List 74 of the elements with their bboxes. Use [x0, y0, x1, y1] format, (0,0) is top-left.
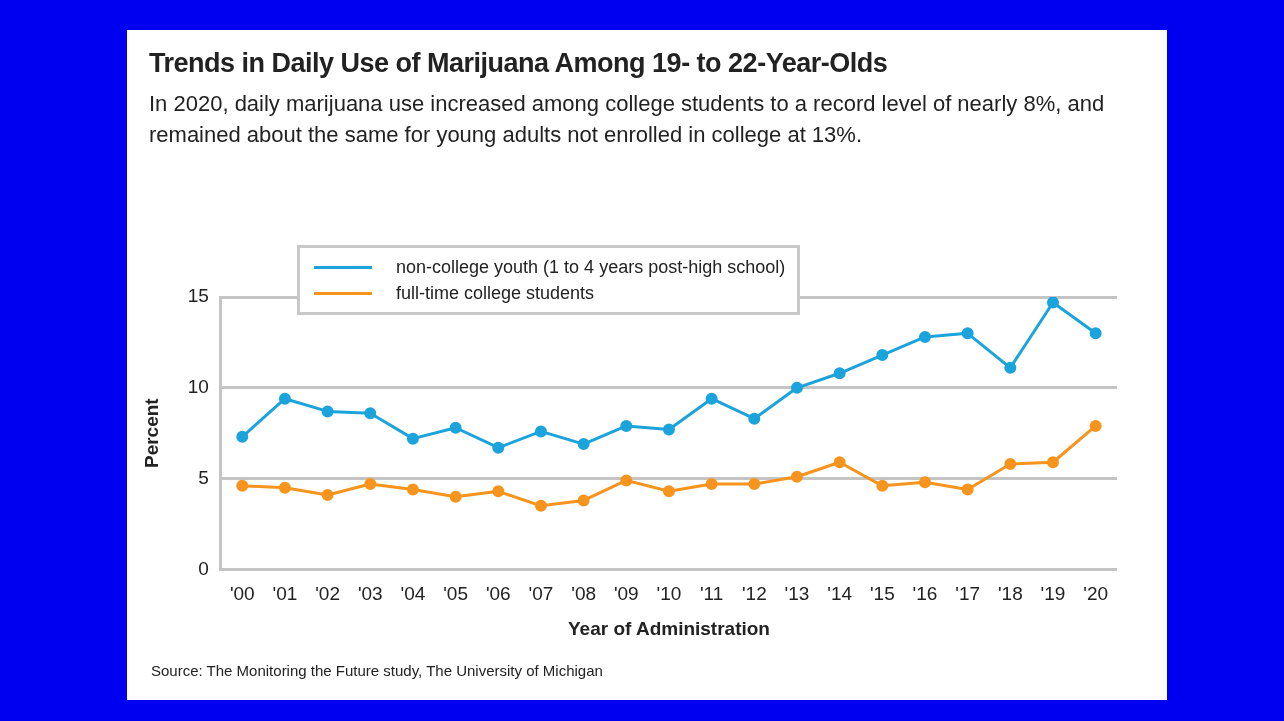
- point: [620, 474, 633, 487]
- point: [1089, 419, 1102, 432]
- y-tick-label: 5: [198, 466, 209, 488]
- point: [534, 499, 547, 512]
- point: [406, 432, 419, 445]
- point: [492, 441, 505, 454]
- point: [321, 405, 334, 418]
- x-tick-label: '18: [997, 583, 1023, 605]
- source-note: Source: The Monitoring the Future study, The University of Michigan: [151, 662, 603, 679]
- point: [278, 392, 291, 405]
- point: [321, 488, 334, 501]
- point: [236, 430, 249, 443]
- x-tick-label: '11: [699, 583, 724, 605]
- point: [662, 485, 675, 498]
- x-tick-label: '13: [784, 583, 810, 605]
- y-tick-label: 0: [198, 557, 209, 579]
- chart-subtitle: In 2020, daily marijuana use increased among college students to a record level of nearly 8%, and remained about the same for young adults not enrolled in college at 13%.: [149, 90, 1106, 149]
- point: [1046, 456, 1059, 469]
- x-tick-label: '03: [357, 583, 383, 605]
- x-tick-label: '15: [869, 583, 895, 605]
- point: [961, 483, 974, 496]
- x-tick-label: '04: [400, 583, 426, 605]
- x-axis-title: Year of Administration: [567, 617, 770, 639]
- point: [1004, 458, 1017, 471]
- point: [449, 421, 462, 434]
- point: [1004, 361, 1017, 374]
- legend-label: non-college youth (1 to 4 years post-high school): [396, 256, 786, 278]
- x-tick-label: '06: [485, 583, 511, 605]
- point: [406, 483, 419, 496]
- x-tick-label: '07: [528, 583, 554, 605]
- point: [918, 476, 931, 489]
- point: [961, 327, 974, 340]
- point: [236, 479, 249, 492]
- point: [577, 494, 590, 507]
- point: [364, 407, 377, 420]
- legend-label: full-time college students: [396, 282, 595, 304]
- point: [1089, 327, 1102, 340]
- point: [534, 425, 547, 438]
- point: [278, 481, 291, 494]
- x-tick-label: '20: [1083, 583, 1109, 605]
- point: [705, 478, 718, 491]
- x-tick-label: '00: [229, 583, 255, 605]
- y-tick-label: 10: [187, 376, 209, 398]
- point: [876, 479, 889, 492]
- x-tick-label: '01: [272, 583, 298, 605]
- point: [748, 412, 761, 425]
- point: [577, 438, 590, 451]
- point: [833, 456, 846, 469]
- point: [620, 419, 633, 432]
- x-tick-label: '19: [1040, 583, 1066, 605]
- point: [364, 478, 377, 491]
- x-tick-label: '17: [955, 583, 981, 605]
- point: [449, 490, 462, 503]
- point: [918, 330, 931, 343]
- y-tick-label: 15: [187, 285, 209, 307]
- point: [748, 478, 761, 491]
- point: [662, 423, 675, 436]
- x-tick-label: '10: [656, 583, 682, 605]
- y-axis-title: Percent: [140, 397, 162, 469]
- point: [492, 485, 505, 498]
- point: [790, 381, 803, 394]
- x-tick-label: '12: [741, 583, 767, 605]
- point: [1046, 297, 1059, 309]
- x-tick-label: '16: [912, 583, 938, 605]
- x-tick-label: '05: [443, 583, 468, 605]
- x-tick-label: '08: [571, 583, 597, 605]
- point: [790, 470, 803, 483]
- x-tick-label: '02: [315, 583, 340, 605]
- x-tick-label: '14: [827, 583, 853, 605]
- chart-title: Trends in Daily Use of Marijuana Among 19- to 22-Year-Olds: [149, 48, 888, 79]
- point: [705, 392, 718, 405]
- x-tick-label: '09: [613, 583, 639, 605]
- point: [833, 367, 846, 380]
- point: [876, 349, 889, 362]
